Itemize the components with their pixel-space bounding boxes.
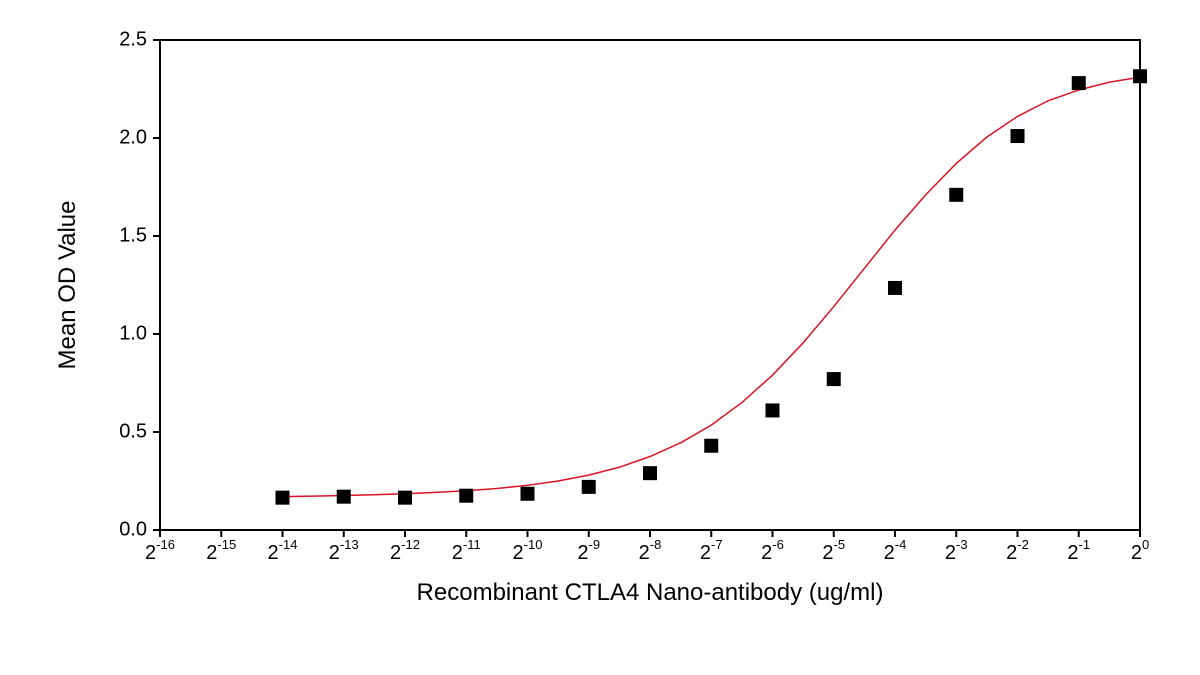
y-tick-label: 2.0 [119, 126, 147, 148]
y-axis-label: Mean OD Value [54, 201, 81, 370]
y-tick-label: 0.0 [119, 518, 147, 540]
data-marker [643, 466, 657, 480]
data-marker [827, 372, 841, 386]
x-tick-label: 2-1 [1067, 537, 1090, 564]
x-tick-label: 2-16 [145, 537, 175, 564]
x-tick-label: 2-15 [206, 537, 236, 564]
x-tick-label: 2-2 [1006, 537, 1029, 564]
x-tick-label: 2-8 [639, 537, 662, 564]
x-tick-label: 2-9 [577, 537, 600, 564]
data-marker [704, 439, 718, 453]
x-tick-label: 2-14 [268, 537, 298, 564]
x-tick-label: 20 [1131, 537, 1149, 564]
data-marker [1133, 69, 1147, 83]
chart-container: 0.0 0.5 1.0 1.5 2.0 2.5 2-16 2-15 2-14 2-13 2-12 2-… [0, 0, 1200, 675]
x-tick-label: 2-6 [761, 537, 784, 564]
x-tick-label: 2-10 [513, 537, 543, 564]
data-marker [521, 487, 535, 501]
data-marker [1011, 129, 1025, 143]
x-tick-label: 2-13 [329, 537, 359, 564]
y-tick-label: 2.5 [119, 28, 147, 50]
data-marker [888, 281, 902, 295]
data-marker [337, 490, 351, 504]
y-tick-label: 0.5 [119, 420, 147, 442]
x-tick-label: 2-11 [452, 537, 481, 564]
x-tick-label: 2-3 [945, 537, 968, 564]
x-tick-label: 2-4 [884, 537, 907, 564]
data-marker [582, 480, 596, 494]
data-marker [766, 403, 780, 417]
x-axis-label: Recombinant CTLA4 Nano-antibody (ug/ml) [417, 579, 884, 606]
data-marker [1072, 76, 1086, 90]
data-marker [949, 188, 963, 202]
x-tick-label: 2-7 [700, 537, 723, 564]
x-tick-label: 2-12 [390, 537, 420, 564]
x-tick-label: 2-5 [822, 537, 845, 564]
y-tick-label: 1.5 [119, 224, 147, 246]
data-marker [276, 491, 290, 505]
data-marker [398, 491, 412, 505]
data-marker [459, 489, 473, 503]
y-tick-label: 1.0 [119, 322, 147, 344]
chart-svg: 0.0 0.5 1.0 1.5 2.0 2.5 2-16 2-15 2-14 2-13 2-12 2-… [0, 0, 1200, 675]
